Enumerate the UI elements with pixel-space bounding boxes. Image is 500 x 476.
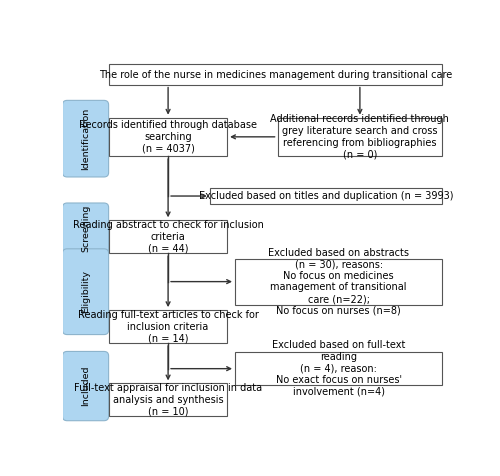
- FancyBboxPatch shape: [109, 64, 442, 85]
- Text: Additional records identified through
grey literature search and cross
referenci: Additional records identified through gr…: [270, 114, 450, 159]
- Text: The role of the nurse in medicines management during transitional care: The role of the nurse in medicines manag…: [99, 69, 452, 79]
- Text: Full-text appraisal for inclusion in data
analysis and synthesis
(n = 10): Full-text appraisal for inclusion in dat…: [74, 383, 262, 416]
- FancyBboxPatch shape: [278, 118, 442, 156]
- FancyBboxPatch shape: [235, 259, 442, 305]
- Text: Excluded based on abstracts
(n = 30), reasons:
No focus on medicines
management : Excluded based on abstracts (n = 30), re…: [268, 248, 409, 316]
- FancyBboxPatch shape: [109, 383, 227, 416]
- FancyBboxPatch shape: [210, 188, 442, 204]
- Text: Reading full-text articles to check for
inclusion criteria
(n = 14): Reading full-text articles to check for …: [78, 310, 258, 343]
- Text: Reading abstract to check for inclusion
criteria
(n = 44): Reading abstract to check for inclusion …: [72, 220, 264, 253]
- Text: Identification: Identification: [81, 108, 90, 170]
- Text: Eligibility: Eligibility: [81, 270, 90, 313]
- FancyBboxPatch shape: [109, 118, 227, 156]
- FancyBboxPatch shape: [62, 249, 108, 335]
- FancyBboxPatch shape: [235, 352, 442, 385]
- Text: Screening: Screening: [81, 205, 90, 252]
- Text: Included: Included: [81, 366, 90, 407]
- FancyBboxPatch shape: [62, 351, 108, 421]
- Text: Excluded based on full-text
reading
(n = 4), reason:
No exact focus on nurses'
i: Excluded based on full-text reading (n =…: [272, 340, 406, 397]
- FancyBboxPatch shape: [62, 203, 108, 254]
- Text: Excluded based on titles and duplication (n = 3993): Excluded based on titles and duplication…: [199, 191, 453, 201]
- FancyBboxPatch shape: [109, 310, 227, 343]
- FancyBboxPatch shape: [109, 220, 227, 253]
- Text: Records identified through database
searching
(n = 4037): Records identified through database sear…: [79, 120, 257, 153]
- FancyBboxPatch shape: [62, 100, 108, 177]
